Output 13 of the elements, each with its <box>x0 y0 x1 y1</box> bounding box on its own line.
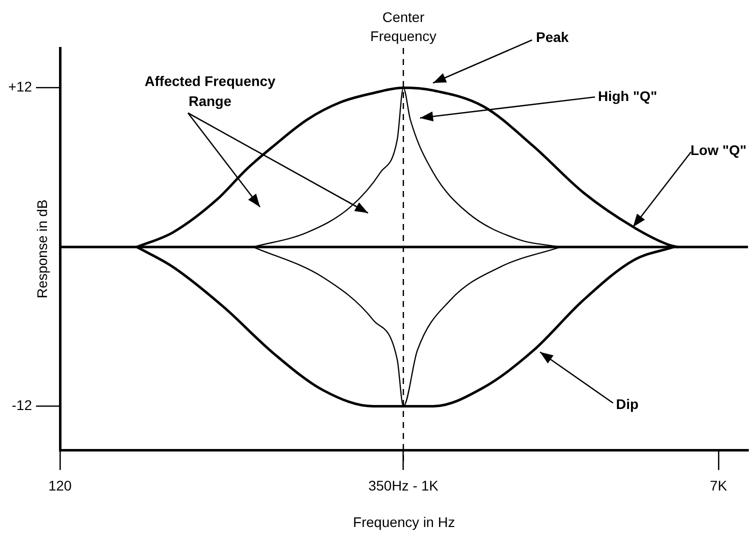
annotation: High "Q" <box>598 88 658 104</box>
text: Peak <box>536 28 569 45</box>
x-axis-title: Frequency in Hz <box>353 514 455 530</box>
annotation: Dip <box>616 396 639 412</box>
x-tick-label: 350Hz - 1K <box>368 477 440 494</box>
y-tick-label: +12 <box>8 78 32 95</box>
annotation: Low "Q" <box>690 142 747 158</box>
y-tick-label: -12 <box>12 397 32 414</box>
x-tick-label: 120 <box>48 477 72 494</box>
ref-line-label: Center Frequency <box>370 8 436 44</box>
x-tick-label: 7K <box>710 477 728 494</box>
annotation: Affected Frequency Range <box>144 72 276 109</box>
y-axis-title: Response in dB <box>34 200 50 298</box>
